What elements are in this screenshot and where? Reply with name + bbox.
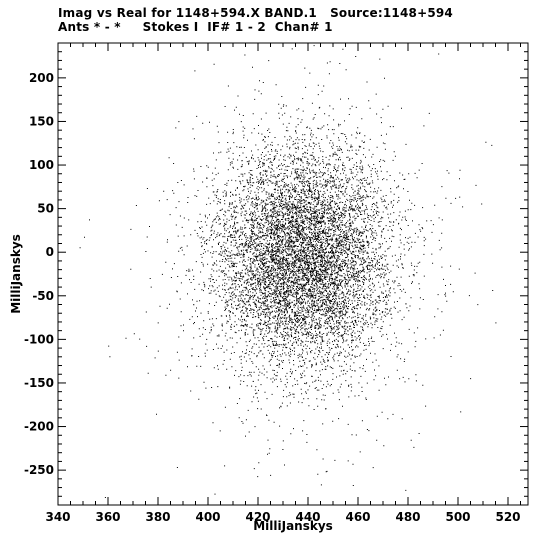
y-tick-label: 100 [29, 158, 54, 172]
y-tick-label: -100 [24, 332, 54, 346]
x-axis-label: MilliJanskys [253, 519, 333, 533]
chart-title-line-1: Imag vs Real for 1148+594.X BAND.1 Sourc… [58, 6, 453, 20]
x-axis-ticks: 340 360 380 400 420 440 460 480 500 520 [45, 43, 521, 524]
x-tick-label: 520 [495, 510, 520, 524]
x-tick-label: 420 [245, 510, 270, 524]
chart-title-line-2: Ants * - * Stokes I IF# 1 - 2 Chan# 1 [58, 20, 333, 34]
x-tick-label: 400 [195, 510, 220, 524]
x-tick-label: 440 [295, 510, 320, 524]
y-axis-ticks: 200 150 100 50 0 -50 -100 -150 -200 -250 [24, 42, 528, 497]
y-tick-label: 0 [46, 245, 54, 259]
y-tick-label: -200 [24, 420, 54, 434]
x-tick-label: 380 [145, 510, 170, 524]
y-tick-label: 50 [37, 202, 54, 216]
scatter-points [79, 45, 497, 498]
y-tick-label: -50 [32, 289, 54, 303]
y-tick-label: -250 [24, 463, 54, 477]
x-tick-label: 500 [445, 510, 470, 524]
x-tick-label: 460 [345, 510, 370, 524]
plot-frame [57, 42, 529, 506]
x-tick-label: 480 [395, 510, 420, 524]
x-tick-label: 340 [45, 510, 70, 524]
data-points [79, 45, 497, 498]
y-axis-label: MilliJanskys [9, 234, 23, 314]
x-tick-label: 360 [95, 510, 120, 524]
y-tick-label: -150 [24, 376, 54, 390]
y-tick-label: 150 [29, 114, 54, 128]
y-tick-label: 200 [29, 71, 54, 85]
